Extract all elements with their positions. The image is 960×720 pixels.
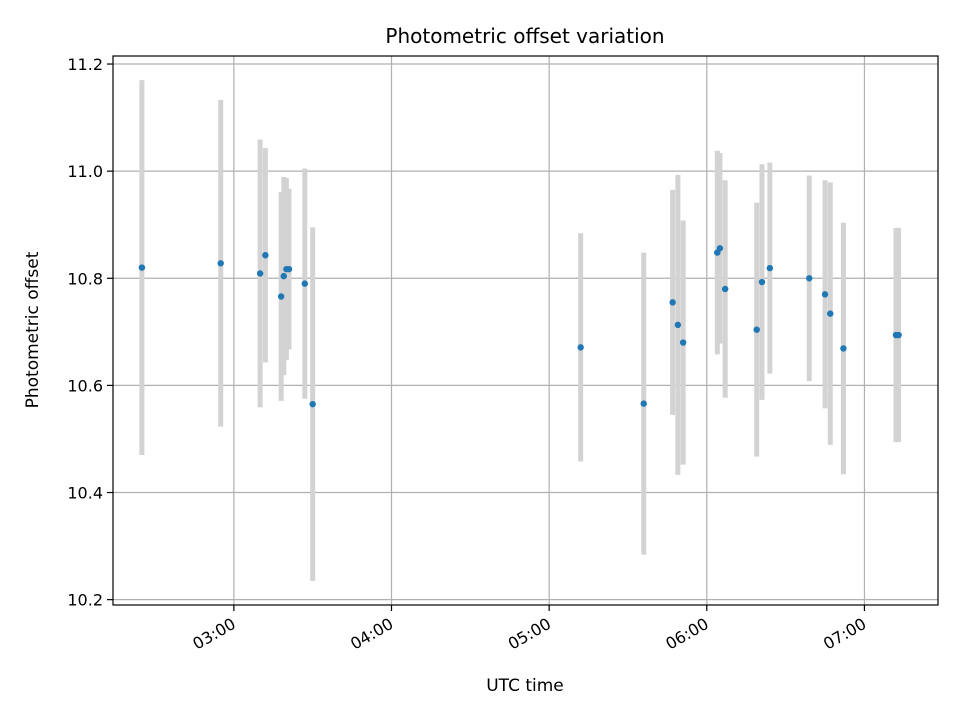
y-axis-ticks: 10.2 10.4 10.6 10.8 11.0 11.2 xyxy=(67,55,113,610)
data-point xyxy=(309,400,316,408)
data-points xyxy=(138,245,902,408)
y-tick-label: 10.4 xyxy=(67,484,103,503)
data-point xyxy=(674,321,682,329)
data-point xyxy=(256,270,264,277)
data-point xyxy=(716,245,724,252)
y-tick-label: 10.6 xyxy=(67,376,103,395)
data-point xyxy=(640,400,647,407)
chart-title: Photometric offset variation xyxy=(385,24,664,48)
y-axis-label: Photometric offset xyxy=(23,251,43,408)
y-tick-label: 10.8 xyxy=(67,269,103,288)
y-tick-label: 11.2 xyxy=(67,55,103,74)
y-tick-label: 10.2 xyxy=(67,591,103,610)
data-point xyxy=(806,275,813,282)
data-point xyxy=(753,326,760,333)
data-point xyxy=(577,344,584,351)
data-point xyxy=(758,278,766,286)
data-point xyxy=(766,264,774,272)
data-point xyxy=(280,272,287,280)
y-tick-label: 11.0 xyxy=(67,162,103,181)
x-axis-label: UTC time xyxy=(486,676,564,696)
grid xyxy=(113,56,938,605)
data-point xyxy=(840,345,847,352)
data-point xyxy=(721,285,729,293)
data-point xyxy=(301,280,308,287)
plot-area xyxy=(113,56,938,605)
data-point xyxy=(262,252,269,259)
data-point xyxy=(138,264,146,271)
data-point xyxy=(217,260,224,267)
data-point xyxy=(895,331,902,339)
data-point xyxy=(669,299,676,306)
plot-frame xyxy=(112,55,939,606)
data-point xyxy=(821,291,829,298)
data-point xyxy=(827,310,834,317)
data-point xyxy=(285,265,293,273)
data-point xyxy=(679,339,687,346)
data-point xyxy=(277,293,285,300)
